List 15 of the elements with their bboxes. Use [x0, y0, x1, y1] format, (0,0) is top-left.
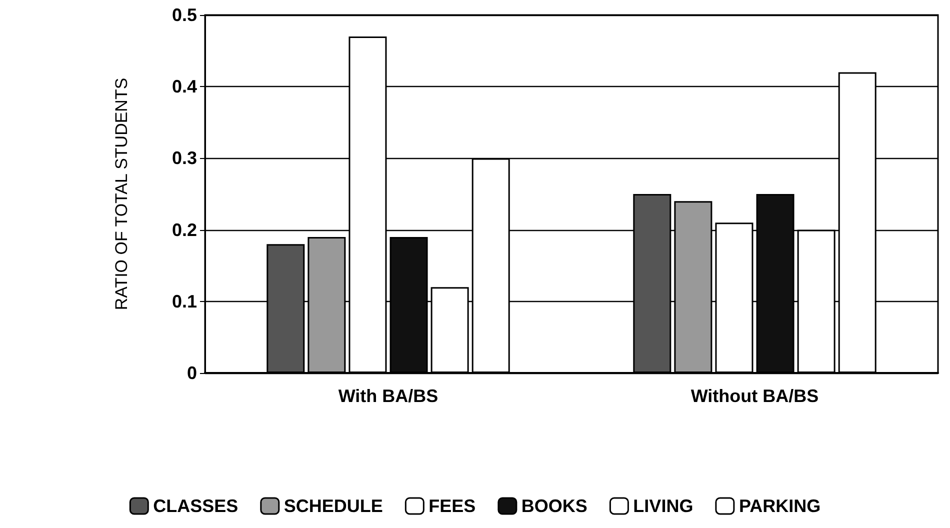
legend-label: CLASSES	[153, 496, 238, 516]
legend-label: BOOKS	[521, 496, 588, 516]
x-tick-label: Without BA/BS	[690, 386, 819, 406]
x-tick-label: With BA/BS	[338, 386, 438, 406]
y-tick-label: 0.4	[172, 76, 197, 97]
y-tick-label: 0.1	[172, 291, 197, 312]
legend-label: SCHEDULE	[284, 496, 383, 516]
legend-label: PARKING	[738, 496, 821, 516]
legend-label: FEES	[428, 496, 476, 516]
y-tick-label: 0.2	[172, 220, 197, 240]
legend-label: LIVING	[633, 496, 694, 516]
y-tick-label: 0	[186, 363, 197, 383]
y-axis-title: RATIO OF TOTAL STUDENTS	[112, 78, 131, 310]
y-tick-label: 0.5	[172, 5, 197, 25]
y-tick-label: 0.3	[172, 148, 197, 168]
